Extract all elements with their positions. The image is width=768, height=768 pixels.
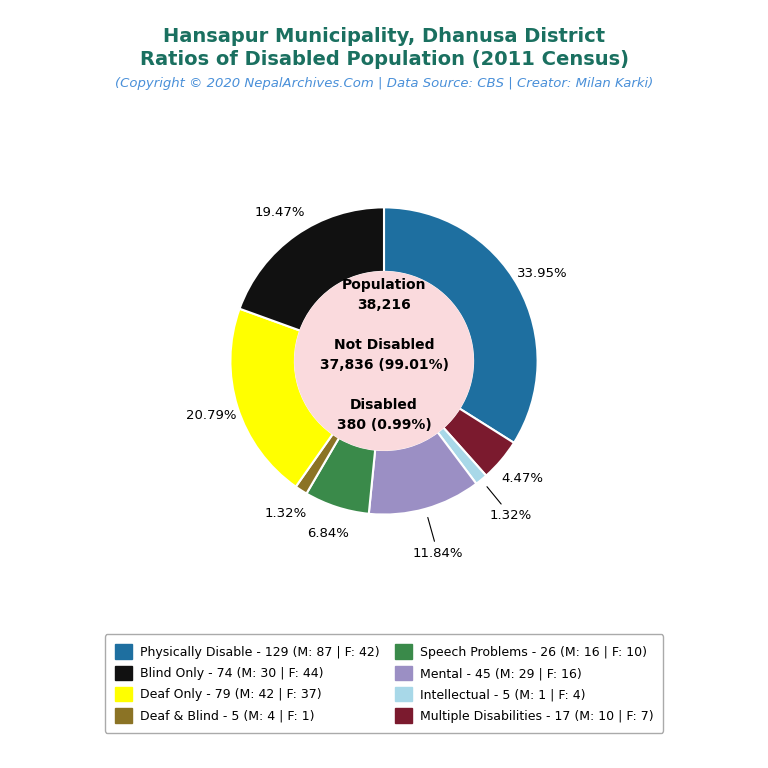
Wedge shape bbox=[384, 207, 538, 443]
Text: 4.47%: 4.47% bbox=[502, 472, 543, 485]
Text: 6.84%: 6.84% bbox=[307, 527, 349, 540]
Text: (Copyright © 2020 NepalArchives.Com | Data Source: CBS | Creator: Milan Karki): (Copyright © 2020 NepalArchives.Com | Da… bbox=[115, 77, 653, 90]
Text: 20.79%: 20.79% bbox=[186, 409, 237, 422]
Text: 1.32%: 1.32% bbox=[487, 487, 531, 522]
Circle shape bbox=[295, 272, 473, 450]
Text: 33.95%: 33.95% bbox=[518, 267, 568, 280]
Wedge shape bbox=[306, 438, 376, 514]
Text: 1.32%: 1.32% bbox=[265, 507, 307, 520]
Wedge shape bbox=[438, 428, 486, 484]
Wedge shape bbox=[443, 409, 514, 475]
Legend: Physically Disable - 129 (M: 87 | F: 42), Blind Only - 74 (M: 30 | F: 44), Deaf : Physically Disable - 129 (M: 87 | F: 42)… bbox=[105, 634, 663, 733]
Text: 11.84%: 11.84% bbox=[412, 518, 463, 560]
Wedge shape bbox=[369, 432, 476, 515]
Text: Hansapur Municipality, Dhanusa District: Hansapur Municipality, Dhanusa District bbox=[163, 27, 605, 46]
Text: Population
38,216

Not Disabled
37,836 (99.01%)

Disabled
380 (0.99%): Population 38,216 Not Disabled 37,836 (9… bbox=[319, 278, 449, 432]
Wedge shape bbox=[240, 207, 384, 331]
Wedge shape bbox=[230, 309, 333, 487]
Text: Ratios of Disabled Population (2011 Census): Ratios of Disabled Population (2011 Cens… bbox=[140, 50, 628, 69]
Wedge shape bbox=[296, 434, 339, 494]
Text: 19.47%: 19.47% bbox=[255, 206, 305, 219]
